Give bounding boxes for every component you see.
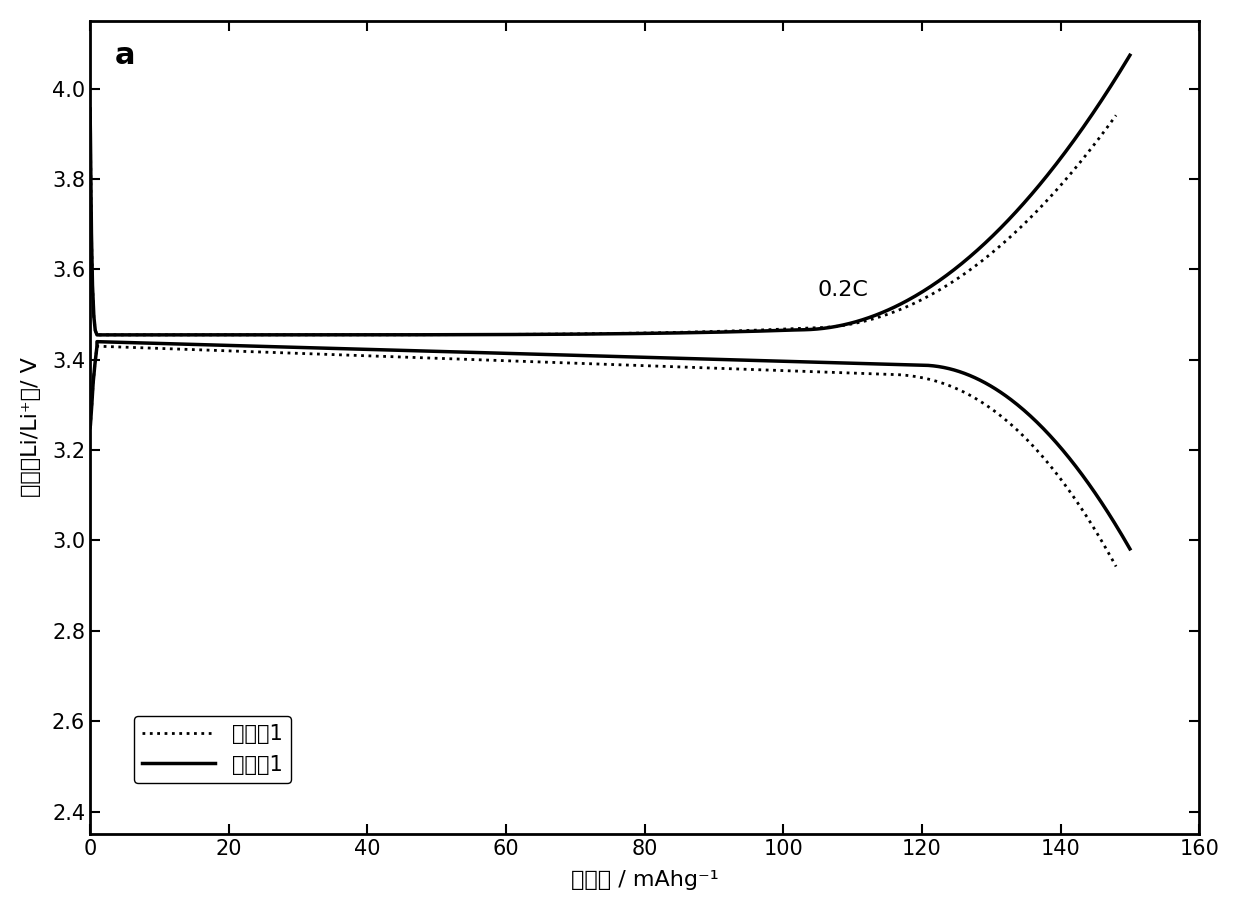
Line: 比较例1: 比较例1 xyxy=(91,109,1116,335)
比较例1 xyxy=(930,286,945,297)
比较例1 xyxy=(1023,212,1038,223)
X-axis label: 比容量 / mAhg⁻¹: 比容量 / mAhg⁻¹ xyxy=(570,870,718,890)
Text: a: a xyxy=(114,41,135,70)
Text: 0.2C: 0.2C xyxy=(818,281,869,301)
实施例1 xyxy=(681,327,696,338)
实施例1 xyxy=(1122,50,1137,61)
Y-axis label: 压电（Li/Li⁺）/ V: 压电（Li/Li⁺）/ V xyxy=(21,358,41,497)
比较例1 xyxy=(1109,110,1123,121)
实施例1 xyxy=(458,329,472,340)
比较例1 xyxy=(83,104,98,115)
实施例1 xyxy=(83,104,98,115)
Legend: 比较例1, 实施例1: 比较例1, 实施例1 xyxy=(134,716,290,783)
实施例1 xyxy=(941,268,956,279)
实施例1 xyxy=(253,330,268,341)
比较例1 xyxy=(250,330,265,341)
比较例1 xyxy=(89,330,104,341)
实施例1 xyxy=(89,330,104,341)
实施例1 xyxy=(564,329,579,340)
比较例1 xyxy=(453,329,467,340)
比较例1 xyxy=(558,329,573,340)
比较例1 xyxy=(672,327,687,338)
Line: 实施例1: 实施例1 xyxy=(91,56,1130,335)
实施例1 xyxy=(1035,175,1050,186)
